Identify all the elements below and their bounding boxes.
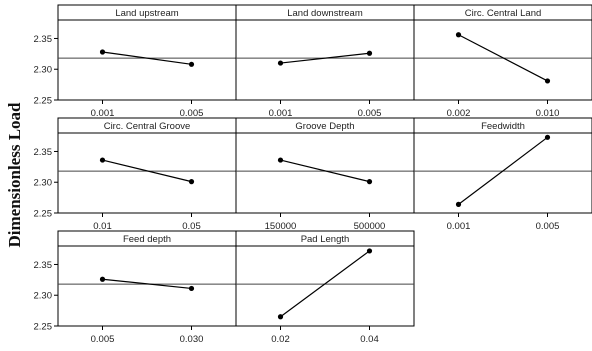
- panel-title: Feedwidth: [481, 121, 525, 132]
- panel-plot-area: [57, 19, 237, 101]
- data-point: [366, 248, 373, 254]
- data-point: [544, 134, 551, 140]
- y-tick-label: 2.25: [34, 322, 53, 333]
- x-tick-label: 0.010: [536, 108, 560, 119]
- data-point: [99, 49, 106, 55]
- x-tick-label: 0.005: [536, 221, 560, 232]
- x-tick-label: 0.02: [271, 334, 290, 345]
- y-axis-label: Dimensionless Load: [5, 102, 24, 248]
- panel-title: Circ. Central Groove: [104, 121, 191, 132]
- x-tick-label: 0.001: [447, 221, 471, 232]
- data-point: [188, 179, 195, 185]
- x-tick-label: 0.005: [91, 334, 115, 345]
- panel-title: Feed depth: [123, 234, 171, 245]
- y-tick-label: 2.25: [34, 209, 53, 220]
- panel-plot-area: [235, 19, 415, 101]
- data-point: [455, 201, 462, 207]
- series-line: [280, 159, 370, 183]
- y-tick-label: 2.30: [34, 178, 53, 189]
- data-point: [544, 78, 551, 84]
- data-point: [277, 157, 284, 163]
- x-tick-label: 0.005: [358, 108, 382, 119]
- panel-plot-area: [57, 245, 237, 327]
- panel-title: Circ. Central Land: [465, 8, 542, 19]
- panel-title: Land upstream: [115, 8, 178, 19]
- x-tick-label: 0.030: [180, 334, 204, 345]
- panel-title: Groove Depth: [295, 121, 354, 132]
- y-tick-label: 2.35: [34, 147, 53, 158]
- panel-title: Pad Length: [301, 234, 350, 245]
- x-tick-label: 0.01: [93, 221, 112, 232]
- x-tick-label: 0.04: [360, 334, 379, 345]
- x-tick-label: 0.001: [269, 108, 293, 119]
- data-point: [455, 32, 462, 38]
- y-tick-label: 2.30: [34, 291, 53, 302]
- panel-plot-area: [413, 132, 592, 214]
- y-tick-label: 2.35: [34, 34, 53, 45]
- data-point: [366, 50, 373, 56]
- panel-title: Land downstream: [287, 8, 363, 19]
- panels-group: Land upstream 0.001 0.005 2.25 2.30 2.35 Land …: [34, 4, 592, 345]
- x-tick-label: 0.001: [91, 108, 115, 119]
- x-tick-label: 150000: [265, 221, 297, 232]
- x-tick-label: 0.005: [180, 108, 204, 119]
- data-point: [366, 179, 373, 185]
- series-line: [102, 278, 192, 290]
- series-line: [458, 136, 548, 205]
- data-point: [188, 61, 195, 67]
- y-tick-label: 2.25: [34, 96, 53, 107]
- y-tick-label: 2.35: [34, 260, 53, 271]
- x-tick-label: 0.05: [182, 221, 201, 232]
- panel-plot-area: [235, 132, 415, 214]
- y-tick-label: 2.30: [34, 65, 53, 76]
- data-point: [99, 157, 106, 163]
- series-line: [280, 250, 370, 318]
- series-line: [102, 159, 192, 183]
- data-point: [188, 285, 195, 292]
- data-point: [277, 60, 284, 66]
- panel-plot-area: [235, 245, 415, 327]
- series-line: [280, 52, 370, 64]
- x-tick-label: 0.002: [447, 108, 471, 119]
- series-line: [458, 34, 548, 82]
- panel-plot-area: [57, 132, 237, 214]
- panel-plot-area: [413, 19, 592, 101]
- data-point: [277, 314, 284, 320]
- x-tick-label: 500000: [354, 221, 386, 232]
- series-line: [102, 51, 192, 65]
- data-point: [99, 276, 106, 282]
